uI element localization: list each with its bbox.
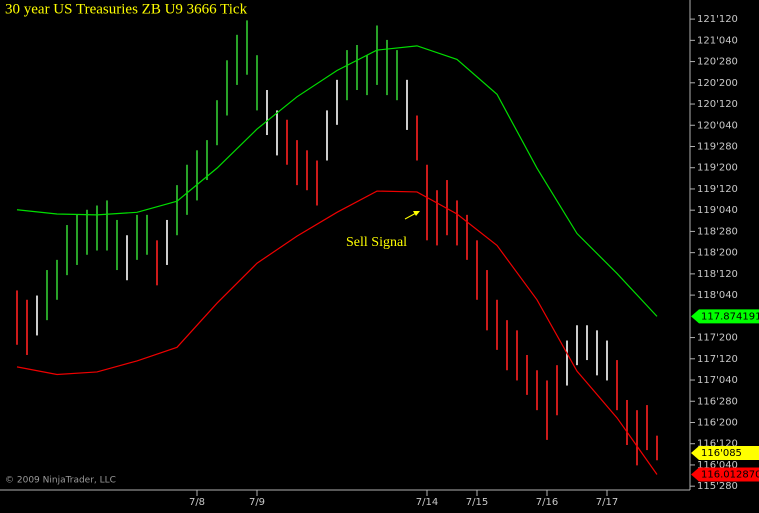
- price-marker-label: 116.012870: [701, 469, 759, 480]
- y-tick-label: 116'040: [697, 460, 738, 471]
- y-tick-label: 119'040: [697, 205, 738, 216]
- price-marker: [691, 446, 759, 461]
- y-tick-label: 118'280: [697, 226, 738, 237]
- y-tick-label: 117'200: [697, 333, 738, 344]
- y-tick-label: 117'120: [697, 354, 738, 365]
- y-tick-label: 116'280: [697, 396, 738, 407]
- chart-title: 30 year US Treasuries ZB U9 3666 Tick: [5, 1, 248, 17]
- x-tick-label: 7/16: [536, 497, 558, 508]
- x-tick-label: 7/15: [466, 497, 488, 508]
- x-tick-label: 7/9: [249, 497, 265, 508]
- y-tick-label: 118'040: [697, 290, 738, 301]
- price-marker: [691, 309, 759, 324]
- y-tick-label: 119'200: [697, 163, 738, 174]
- plot-layer: [16, 20, 658, 475]
- annotation-arrowhead: [413, 211, 420, 216]
- y-tick-label: 120'120: [697, 99, 738, 110]
- y-tick-label: 117'040: [697, 375, 738, 386]
- y-tick-label: 120'200: [697, 78, 738, 89]
- y-tick-label: 119'120: [697, 184, 738, 195]
- x-tick-label: 7/17: [596, 497, 618, 508]
- y-tick-label: 121'120: [697, 14, 738, 25]
- y-tick-label: 116'120: [697, 439, 738, 450]
- annotation: Sell Signal: [346, 235, 407, 250]
- price-marker: [691, 467, 759, 482]
- moving-average: [16, 45, 658, 317]
- moving-average: [16, 190, 658, 475]
- x-tick-label: 7/14: [416, 497, 438, 508]
- y-tick-label: 116'200: [697, 417, 738, 428]
- y-tick-label: 119'280: [697, 141, 738, 152]
- y-tick-label: 121'040: [697, 35, 738, 46]
- price-marker-label: 116'085: [701, 448, 742, 459]
- y-tick-label: 120'280: [697, 57, 738, 68]
- y-tick-label: 115'280: [697, 481, 738, 492]
- price-marker-label: 117.874191: [701, 311, 759, 322]
- y-tick-label: 120'040: [697, 120, 738, 131]
- copyright: © 2009 NinjaTrader, LLC: [5, 476, 116, 486]
- y-tick-label: 118'200: [697, 248, 738, 259]
- x-tick-label: 7/8: [189, 497, 205, 508]
- y-tick-label: 118'120: [697, 269, 738, 280]
